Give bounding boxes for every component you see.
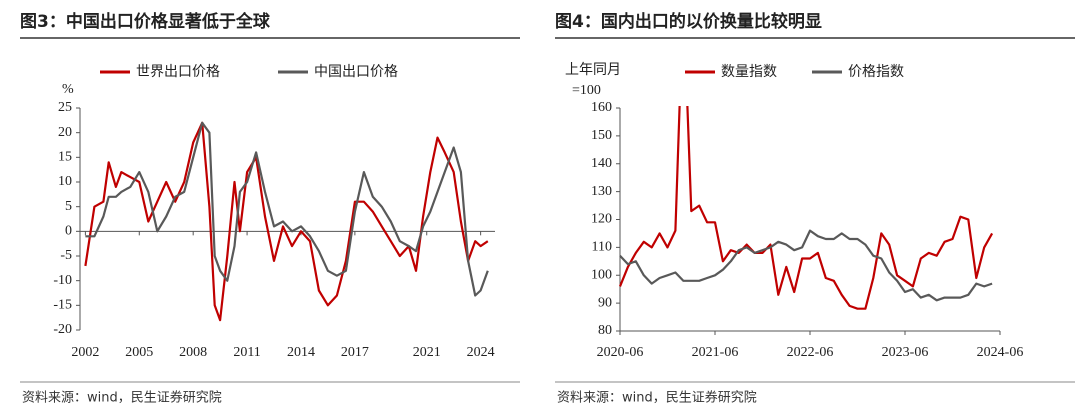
x-tick-label: 2014: [287, 345, 315, 360]
y-tick-label: 25: [58, 100, 72, 115]
series-line: [85, 121, 489, 297]
y-tick-label: 15: [58, 150, 72, 165]
x-tick-label: 2022-06: [787, 345, 834, 360]
y-tick-label: 0: [65, 224, 72, 239]
y-tick-label: 100: [591, 267, 612, 282]
y-tick-label: 80: [598, 323, 612, 338]
x-tick-label: 2021-06: [692, 345, 739, 360]
y-tick-label: 10: [58, 174, 72, 189]
y-tick-label: 5: [65, 199, 72, 214]
source: 资料来源：wind，民生证券研究院: [22, 390, 222, 406]
y-tick-label: 110: [592, 240, 612, 255]
y-tick-label: -10: [53, 273, 72, 288]
x-tick-label: 2017: [341, 345, 369, 360]
chart-title: 图4：国内出口的以价换量比较明显: [555, 11, 822, 32]
x-tick-label: 2023-06: [882, 345, 929, 360]
y-axis-label: =100: [572, 83, 601, 98]
series-line: [619, 229, 993, 302]
series-line: [84, 121, 489, 322]
y-tick-label: 120: [591, 212, 612, 227]
x-tick-label: 2008: [179, 345, 207, 360]
y-tick-label: 130: [591, 184, 612, 199]
y-tick-label: -5: [60, 248, 72, 263]
x-tick-label: 2024-06: [977, 345, 1024, 360]
legend-label: 数量指数: [721, 64, 777, 80]
x-tick-label: 2020-06: [597, 345, 644, 360]
y-tick-label: 20: [58, 125, 72, 140]
x-tick-label: 2005: [125, 345, 153, 360]
y-tick-label: -20: [53, 322, 72, 337]
x-tick-label: 2011: [233, 345, 260, 360]
y-tick-label: 160: [591, 100, 612, 115]
legend-label: 价格指数: [848, 64, 904, 80]
chart-title: 图3：中国出口价格显著低于全球: [20, 11, 271, 32]
y-axis-label: 上年同月: [565, 62, 621, 78]
source: 资料来源：wind，民生证券研究院: [557, 390, 757, 406]
y-axis-label: %: [62, 82, 74, 97]
legend-label: 世界出口价格: [136, 64, 220, 80]
series-line: [619, 106, 994, 310]
y-tick-label: 150: [591, 128, 612, 143]
legend-label: 中国出口价格: [314, 64, 398, 80]
x-tick-label: 2002: [71, 345, 99, 360]
x-tick-label: 2021: [413, 345, 441, 360]
y-tick-label: 90: [598, 295, 612, 310]
y-tick-label: 140: [591, 156, 612, 171]
y-tick-label: -15: [53, 298, 72, 313]
x-tick-label: 2024: [467, 345, 495, 360]
